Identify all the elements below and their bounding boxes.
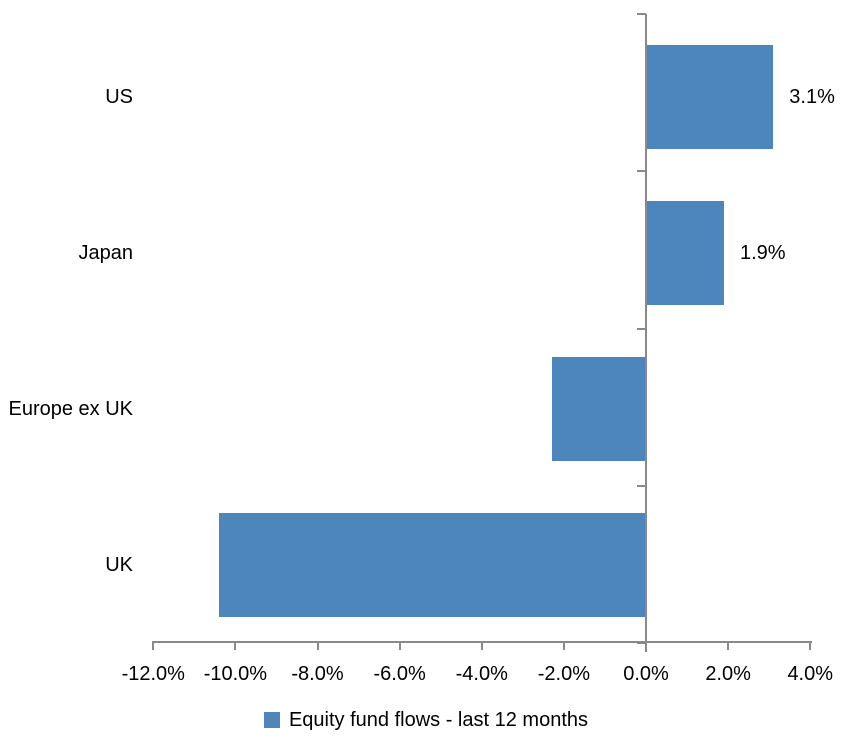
x-tick [152, 643, 155, 650]
x-tick [316, 643, 319, 650]
x-tick-label: 0.0% [623, 663, 669, 685]
bar-uk [218, 513, 646, 617]
y-axis-line [645, 14, 647, 652]
category-boundary-tick [637, 484, 646, 487]
x-tick [398, 643, 401, 650]
data-label: 3.1% [789, 86, 835, 108]
x-tick-label: -10.0% [203, 663, 268, 685]
x-axis-line [152, 641, 812, 643]
category-label: UK [105, 554, 133, 576]
x-tick-label: -12.0% [121, 663, 185, 685]
x-tick-label: 4.0% [787, 663, 834, 685]
legend-series-label: Equity fund flows - last 12 months [288, 709, 589, 731]
x-tick [234, 643, 237, 650]
x-tick-label: 2.0% [705, 663, 751, 685]
data-label: 1.9% [740, 242, 786, 264]
x-tick-label: -6.0% [373, 663, 426, 685]
x-tick-label: -4.0% [455, 663, 508, 685]
category-boundary-tick [637, 13, 646, 15]
x-tick-label: -8.0% [291, 663, 344, 685]
x-tick [727, 643, 730, 650]
legend-series-swatch-icon [263, 712, 280, 728]
x-tick [480, 643, 483, 650]
bar-europe-ex-uk [551, 357, 646, 461]
category-label: Europe ex UK [8, 398, 133, 420]
category-boundary-tick [637, 170, 646, 173]
legend: Equity fund flows - last 12 months [0, 705, 852, 735]
category-boundary-tick [637, 327, 646, 330]
x-tick [562, 643, 565, 650]
category-boundary-tick [637, 642, 646, 644]
bar-japan [646, 201, 724, 305]
x-tick [645, 643, 647, 650]
category-label: Japan [78, 242, 134, 264]
x-tick-label: -2.0% [537, 663, 590, 685]
x-tick [809, 643, 812, 650]
category-label: US [105, 86, 133, 108]
bar-us [646, 45, 774, 149]
